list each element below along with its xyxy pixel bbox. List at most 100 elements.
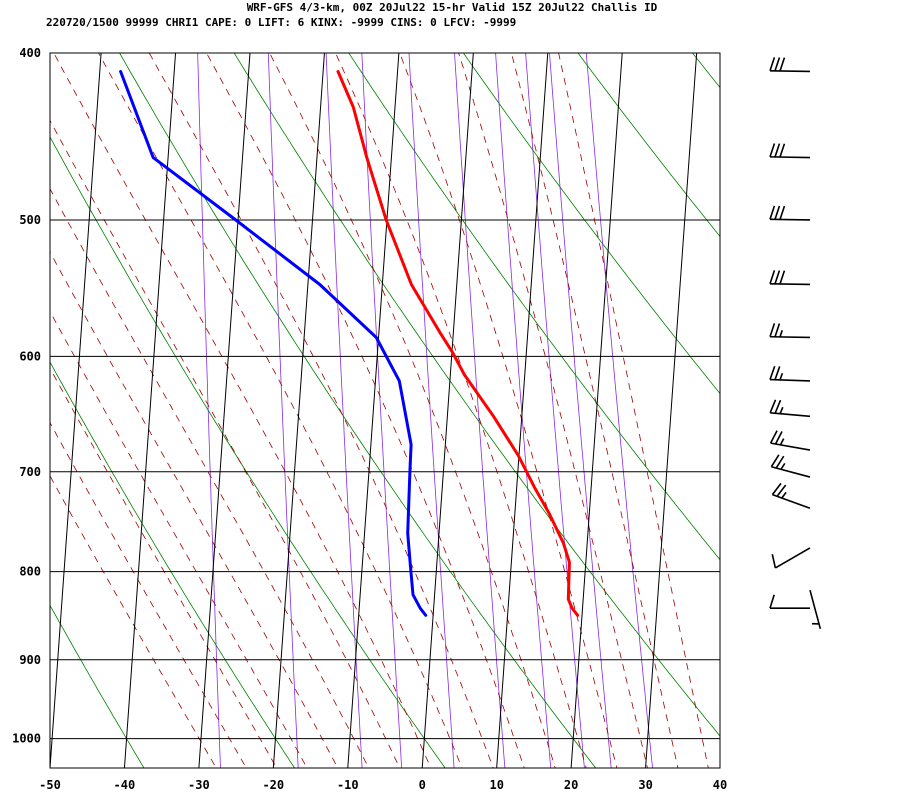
x-tick-label: 40	[713, 778, 727, 792]
barb-feather	[769, 399, 777, 414]
mixing-ratio-line	[525, 53, 585, 768]
barb-staff	[809, 589, 822, 629]
barb-staff	[769, 335, 811, 339]
mixing-ratio-line	[325, 53, 363, 768]
isotherm-line	[50, 53, 102, 768]
barb-feather	[779, 438, 785, 446]
barb-feather	[769, 143, 776, 158]
barb-staff	[774, 547, 811, 569]
moist-adiabat-line	[206, 53, 525, 768]
isotherm-line	[570, 53, 623, 768]
y-tick-label: 800	[19, 565, 41, 579]
dry-adiabat-line	[348, 53, 720, 561]
dry-adiabat-line	[50, 136, 446, 768]
isotherm-line	[123, 53, 177, 768]
barb-feather	[770, 454, 780, 468]
dry-adiabat-line	[50, 361, 296, 768]
barb-feather	[779, 406, 784, 414]
isotherm-line	[645, 53, 698, 768]
plot-frame	[49, 52, 721, 769]
mixing-ratio-line	[408, 53, 455, 768]
x-tick-label: 10	[489, 778, 503, 792]
wind-barb	[769, 594, 810, 609]
x-tick-label: -30	[188, 778, 210, 792]
thermo-background	[0, 34, 900, 800]
barb-feather	[771, 482, 782, 496]
wind-barb	[769, 57, 811, 73]
barb-feather	[781, 491, 787, 499]
barb-feather	[769, 57, 776, 72]
chart-subtitle: 220720/1500 99999 CHRI1 CAPE: 0 LIFT: 6 …	[46, 16, 516, 29]
isotherm-line	[421, 53, 474, 768]
isotherm-line	[719, 760, 720, 768]
barb-staff	[769, 156, 811, 159]
barb-staff	[769, 378, 811, 382]
wind-barb	[769, 143, 811, 159]
wind-barbs	[769, 57, 822, 629]
y-tick-label: 700	[19, 465, 41, 479]
y-tick-label: 500	[19, 213, 41, 227]
barb-feather	[769, 270, 776, 285]
dry-adiabat-line	[691, 53, 720, 89]
barb-staff	[769, 282, 811, 286]
mixing-ratio-line	[585, 53, 653, 768]
mixing-ratio-line	[549, 53, 612, 768]
wind-barb	[769, 365, 811, 382]
barb-staff	[770, 412, 811, 418]
mixing-ratio-line	[495, 53, 552, 768]
barb-feather	[779, 270, 786, 285]
x-tick-label: 30	[638, 778, 652, 792]
y-tick-label: 900	[19, 653, 41, 667]
barb-feather	[775, 455, 785, 469]
dry-adiabat-line	[0, 34, 16, 800]
wind-barb	[769, 270, 811, 286]
isotherm-line	[198, 53, 251, 768]
mixing-ratio-line	[197, 53, 221, 768]
mixing-ratio-line	[361, 53, 403, 768]
moist-adiabat-line	[558, 53, 709, 768]
y-tick-label: 400	[19, 46, 41, 60]
wind-barb	[769, 205, 811, 221]
temperature-trace	[336, 70, 580, 617]
moist-adiabat-line	[53, 53, 432, 768]
x-tick-label: 20	[564, 778, 578, 792]
y-tick-label: 1000	[12, 732, 41, 746]
wind-barb	[771, 482, 811, 510]
barb-feather	[779, 143, 786, 158]
dry-adiabat-line	[50, 604, 145, 768]
wind-barb	[809, 589, 822, 629]
barb-feather	[771, 554, 777, 569]
barb-staff	[769, 69, 811, 73]
barb-feather	[769, 594, 775, 609]
dry-adiabat-line	[119, 53, 597, 768]
barb-feather	[779, 330, 783, 338]
wind-barb	[769, 323, 811, 339]
moist-adiabat-line	[458, 53, 648, 768]
isotherm-line	[0, 34, 28, 800]
x-tick-label: -40	[114, 778, 136, 792]
barb-staff	[770, 442, 811, 451]
moist-adiabat-line	[50, 310, 308, 768]
wind-barb	[769, 430, 811, 451]
moist-adiabat-line	[50, 188, 370, 768]
wind-barb	[771, 547, 811, 569]
barb-feather	[774, 366, 781, 380]
isotherm-line	[272, 53, 325, 768]
chart-title: WRF-GFS 4/3-km, 00Z 20Jul22 15-hr Valid …	[247, 1, 658, 14]
barb-feather	[769, 205, 776, 220]
mixing-ratio-line	[267, 53, 299, 768]
moist-adiabat-line	[98, 53, 463, 768]
isotherm-line	[347, 53, 400, 768]
barb-feather	[774, 431, 783, 445]
dry-adiabat-line	[791, 34, 900, 800]
barb-feather	[779, 372, 784, 381]
x-tick-label: 0	[419, 778, 426, 792]
profile-traces	[119, 70, 580, 617]
barb-feather	[774, 143, 781, 158]
moist-adiabat-line	[335, 53, 587, 768]
barb-feather	[774, 57, 781, 72]
barb-feather	[769, 430, 778, 444]
barb-feather	[774, 270, 781, 285]
barb-feather	[776, 484, 787, 497]
